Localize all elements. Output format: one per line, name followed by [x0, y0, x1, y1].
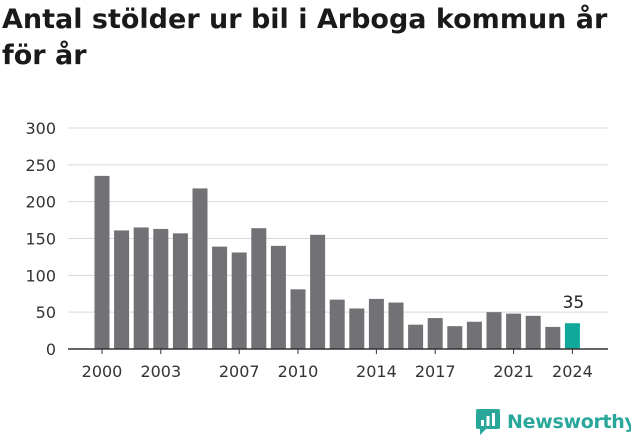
- chart-title: Antal stölder ur bil i Arboga kommun år …: [2, 4, 608, 71]
- y-tick-label: 50: [36, 303, 56, 322]
- bar-2018: [447, 326, 463, 349]
- bar-2006: [212, 246, 228, 349]
- bar-2002: [133, 227, 149, 349]
- newsworthy-icon: [476, 409, 500, 435]
- x-tick-label: 2024: [552, 362, 593, 381]
- bar-2016: [408, 324, 424, 349]
- y-tick-label: 300: [25, 119, 56, 138]
- bar-2014: [368, 298, 384, 349]
- bar-2009: [270, 245, 286, 349]
- bar-2020: [486, 312, 502, 349]
- bar-2012: [329, 299, 345, 349]
- bar-2001: [114, 230, 130, 349]
- bar-2019: [466, 321, 482, 349]
- x-tick-label: 2014: [356, 362, 397, 381]
- y-tick-label: 250: [25, 156, 56, 175]
- x-tick-label: 2000: [82, 362, 123, 381]
- y-tick-label: 200: [25, 193, 56, 212]
- bar-2004: [172, 233, 188, 349]
- bar-2005: [192, 188, 208, 349]
- newsworthy-logo: Newsworthy: [475, 406, 631, 438]
- bar-2000: [94, 175, 110, 349]
- y-tick-label: 0: [46, 340, 56, 359]
- y-tick-label: 150: [25, 230, 56, 249]
- bar-2013: [349, 308, 365, 349]
- x-tick-label: 2007: [219, 362, 260, 381]
- brand-name: Newsworthy: [507, 411, 631, 433]
- bar-2017: [427, 318, 443, 349]
- bar-2011: [310, 234, 326, 349]
- bar-2015: [388, 302, 404, 349]
- bar-2008: [251, 228, 267, 349]
- x-tick-label: 2017: [415, 362, 456, 381]
- bar-2003: [153, 228, 169, 349]
- bar-2023: [545, 326, 561, 349]
- x-tick-label: 2003: [140, 362, 181, 381]
- bar-2010: [290, 289, 306, 349]
- x-tick-label: 2021: [493, 362, 534, 381]
- x-tick-label: 2010: [278, 362, 319, 381]
- data-label: 35: [563, 293, 585, 313]
- bar-2021: [506, 313, 522, 349]
- bar-2007: [231, 252, 247, 349]
- bar-2024: [564, 323, 580, 349]
- bar-2022: [525, 315, 541, 349]
- y-tick-label: 100: [25, 266, 56, 285]
